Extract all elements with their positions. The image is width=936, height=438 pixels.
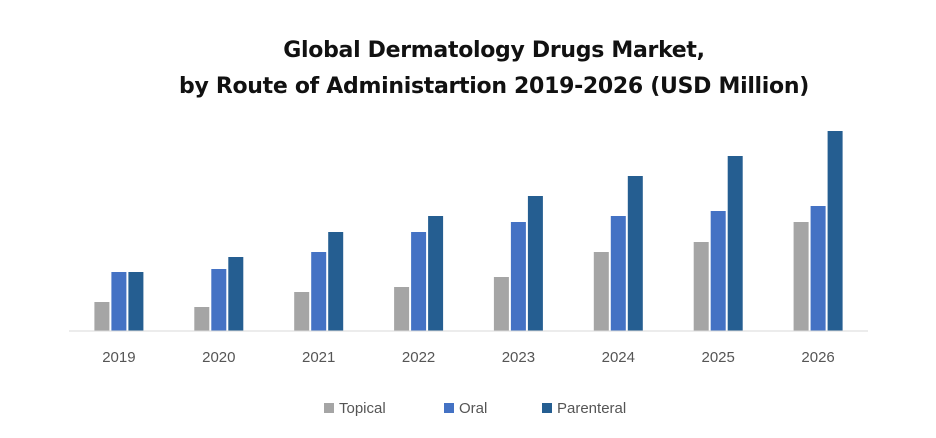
- bar-parenteral-2019: [128, 272, 144, 331]
- bar-topical-2023: [493, 277, 509, 331]
- legend-label-parenteral: Parenteral: [557, 400, 626, 417]
- bar-oral-2024: [610, 216, 626, 331]
- bars-group: [94, 131, 843, 331]
- x-tick-labels: 2019 2020 2021 2022 2023 2024 2025 2026: [102, 349, 835, 366]
- legend-swatch-topical: [324, 403, 334, 413]
- bar-oral-2022: [411, 232, 427, 331]
- legend-swatch-oral: [444, 403, 454, 413]
- legend-label-topical: Topical: [339, 400, 386, 417]
- bar-topical-2025: [693, 242, 709, 331]
- bar-oral-2023: [510, 222, 526, 331]
- bar-oral-2021: [311, 252, 327, 331]
- bar-topical-2022: [394, 287, 410, 331]
- bar-parenteral-2020: [228, 257, 244, 331]
- chart-title-line-1: Global Dermatology Drugs Market,: [283, 38, 705, 63]
- legend: Topical Oral Parenteral: [324, 400, 626, 417]
- bar-parenteral-2025: [727, 156, 743, 331]
- x-tick-label-2024: 2024: [602, 349, 635, 366]
- x-tick-label-2025: 2025: [702, 349, 735, 366]
- bar-topical-2026: [793, 222, 809, 331]
- bar-topical-2020: [194, 307, 210, 331]
- chart-title-line-2: by Route of Administartion 2019-2026 (US…: [179, 74, 809, 99]
- x-tick-label-2019: 2019: [102, 349, 135, 366]
- bar-parenteral-2024: [627, 176, 643, 331]
- legend-label-oral: Oral: [459, 400, 487, 417]
- bar-parenteral-2021: [328, 232, 344, 331]
- bar-oral-2026: [810, 206, 826, 331]
- chart-title: Global Dermatology Drugs Market, by Rout…: [0, 33, 936, 105]
- bar-oral-2019: [111, 272, 127, 331]
- bar-topical-2021: [294, 292, 310, 331]
- bar-oral-2025: [710, 211, 726, 331]
- bar-oral-2020: [211, 269, 227, 331]
- x-tick-label-2020: 2020: [202, 349, 235, 366]
- legend-swatch-parenteral: [542, 403, 552, 413]
- x-tick-label-2023: 2023: [502, 349, 535, 366]
- x-tick-label-2021: 2021: [302, 349, 335, 366]
- bar-parenteral-2022: [428, 216, 444, 331]
- bar-topical-2024: [593, 252, 609, 331]
- bar-parenteral-2026: [827, 131, 843, 331]
- bar-topical-2019: [94, 302, 110, 331]
- x-tick-label-2022: 2022: [402, 349, 435, 366]
- bar-parenteral-2023: [527, 196, 543, 331]
- x-tick-label-2026: 2026: [801, 349, 834, 366]
